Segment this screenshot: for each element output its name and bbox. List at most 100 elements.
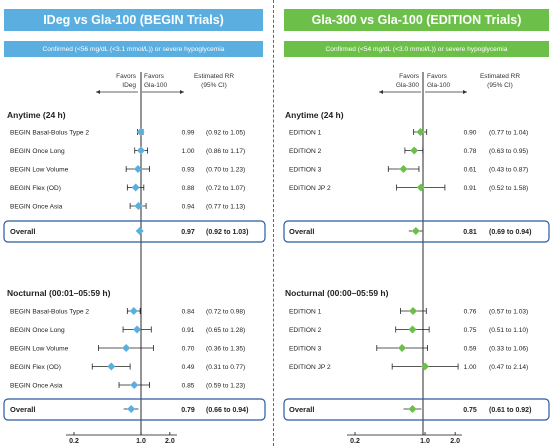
rr-value: 0.76 — [464, 309, 477, 316]
overall-ci-value: (0.69 to 0.94) — [489, 229, 531, 236]
ci-value: (0.72 to 0.98) — [206, 309, 245, 316]
ci-value: (0.47 to 2.14) — [489, 364, 528, 371]
rr-value: 0.49 — [182, 364, 195, 371]
rr-marker — [133, 325, 142, 334]
rr-marker — [107, 362, 116, 371]
study-label: EDITION 3 — [289, 346, 322, 353]
rr-marker — [130, 381, 139, 389]
x-tick-label: 2.0 — [450, 438, 460, 445]
panel-divider — [273, 0, 274, 446]
study-label: BEGIN Flex (OD) — [10, 364, 61, 371]
rr-value: 0.94 — [182, 204, 195, 211]
study-label: BEGIN Low Volume — [10, 346, 69, 353]
study-label: EDITION 3 — [289, 167, 322, 174]
study-label: BEGIN Once Long — [10, 327, 65, 334]
favors-left-arrowhead — [96, 90, 100, 94]
rr-value: 0.93 — [182, 167, 195, 174]
favors-right-arrowhead — [463, 90, 467, 94]
overall-marker — [135, 227, 144, 235]
x-tick-label: 1.0 — [420, 438, 430, 445]
rr-value: 0.88 — [182, 185, 195, 192]
rr-marker — [134, 202, 143, 210]
rr-value: 1.00 — [182, 148, 195, 155]
ci-value: (0.86 to 1.17) — [206, 148, 245, 155]
overall-label: Overall — [10, 405, 35, 414]
rr-value: 0.91 — [182, 327, 195, 334]
study-label: BEGIN Basal-Bolus Type 2 — [10, 309, 89, 316]
rr-marker — [137, 146, 145, 155]
overall-box — [3, 220, 266, 243]
favors-left-line1: Favors — [399, 73, 420, 80]
study-label: BEGIN Basal-Bolus Type 2 — [10, 130, 89, 137]
ci-value: (0.33 to 1.06) — [489, 346, 528, 353]
rr-header-line2: (95% CI) — [201, 82, 227, 89]
overall-ci-value: (0.66 to 0.94) — [206, 407, 248, 414]
x-tick-label: 0.2 — [350, 438, 360, 445]
rr-marker — [398, 344, 407, 352]
study-label: EDITION JP 2 — [289, 364, 331, 371]
study-label: BEGIN Flex (OD) — [10, 185, 61, 192]
ci-value: (0.57 to 1.03) — [489, 309, 528, 316]
study-label: EDITION JP 2 — [289, 185, 331, 192]
overall-ci-value: (0.61 to 0.92) — [489, 407, 531, 414]
favors-right-arrowhead — [180, 90, 184, 94]
rr-value: 0.99 — [182, 130, 195, 137]
favors-right-line2: Gla-100 — [144, 82, 168, 89]
section-label: Anytime (24 h) — [7, 110, 66, 120]
rr-value: 0.75 — [464, 327, 477, 334]
right-panel-title: Gla-300 vs Gla-100 (EDITION Trials) — [284, 9, 549, 31]
section-label: Anytime (24 h) — [285, 110, 344, 120]
x-tick-label: 1.0 — [136, 438, 146, 445]
favors-right-line1: Favors — [427, 73, 448, 80]
overall-ci-value: (0.92 to 1.03) — [206, 229, 248, 236]
rr-marker — [421, 362, 429, 371]
study-label: BEGIN Once Asia — [10, 383, 63, 390]
rr-value: 0.59 — [464, 346, 477, 353]
overall-label: Overall — [289, 405, 314, 414]
rr-marker — [122, 344, 131, 352]
overall-marker — [411, 227, 420, 235]
rr-marker — [133, 165, 142, 173]
overall-marker — [408, 405, 417, 413]
section-label: Nocturnal (00:01–05:59 h) — [7, 288, 111, 298]
overall-rr-value: 0.97 — [181, 229, 195, 236]
overall-rr-value: 0.75 — [463, 407, 477, 414]
ci-value: (0.52 to 1.58) — [489, 185, 528, 192]
ci-value: (0.59 to 1.23) — [206, 383, 245, 390]
ci-value: (0.51 to 1.10) — [489, 327, 528, 334]
rr-marker — [136, 128, 145, 136]
favors-left-arrowhead — [379, 90, 383, 94]
ci-value: (0.65 to 1.28) — [206, 327, 245, 334]
x-tick-label: 2.0 — [165, 438, 175, 445]
rr-header-line1: Estimated RR — [194, 73, 234, 80]
rr-value: 1.00 — [464, 364, 477, 371]
rr-marker — [410, 146, 419, 155]
rr-marker — [131, 183, 140, 192]
ci-value: (0.72 to 1.07) — [206, 185, 245, 192]
overall-marker — [127, 405, 136, 413]
favors-right-line1: Favors — [144, 73, 165, 80]
overall-box — [283, 220, 550, 243]
study-label: BEGIN Low Volume — [10, 167, 69, 174]
rr-marker — [408, 325, 417, 334]
rr-marker — [416, 183, 425, 192]
ci-value: (0.70 to 1.23) — [206, 167, 245, 174]
rr-value: 0.85 — [182, 383, 195, 390]
rr-header-line2: (95% CI) — [487, 82, 513, 89]
rr-marker — [409, 307, 418, 315]
rr-marker — [399, 165, 408, 173]
section-label: Nocturnal (00:00–05:59 h) — [285, 288, 389, 298]
overall-box — [3, 398, 266, 421]
study-label: EDITION 2 — [289, 148, 322, 155]
right-panel-subtitle: Confirmed (<54 mg/dL (<3.0 mmol/L)) or s… — [284, 41, 549, 57]
ci-value: (0.36 to 1.35) — [206, 346, 245, 353]
rr-header-line1: Estimated RR — [480, 73, 520, 80]
ci-value: (0.63 to 0.95) — [489, 148, 528, 155]
study-label: EDITION 1 — [289, 309, 322, 316]
favors-left-line1: Favors — [116, 73, 137, 80]
left-panel-title: IDeg vs Gla-100 (BEGIN Trials) — [4, 9, 263, 31]
favors-left-line2: IDeg — [122, 82, 136, 89]
overall-box — [283, 398, 550, 421]
study-label: BEGIN Once Long — [10, 148, 65, 155]
